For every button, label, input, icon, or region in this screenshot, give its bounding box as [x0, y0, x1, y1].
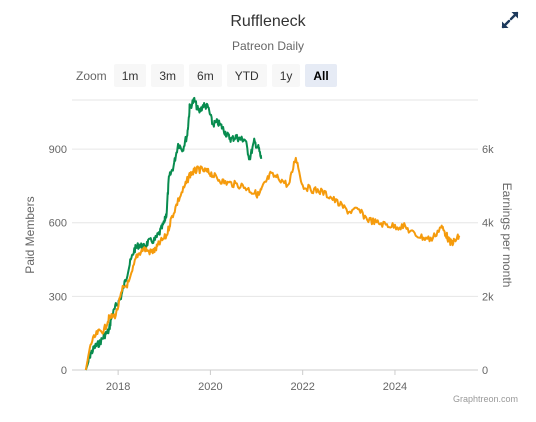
- grid-lines: [72, 99, 478, 375]
- zoom-button-6m[interactable]: 6m: [189, 64, 222, 87]
- y-axis-right-title: Earnings per month: [500, 183, 514, 288]
- chart-subtitle: Patreon Daily: [231, 39, 305, 53]
- axis-tick-labels: 0 300 600 900 0 2k 4k 6k 2018 2020 2022 2024: [49, 144, 494, 393]
- series-lines: [84, 96, 461, 371]
- x-tick-label: 2024: [383, 381, 407, 393]
- fullscreen-icon[interactable]: [500, 10, 520, 30]
- zoom-button-3m[interactable]: 3m: [151, 64, 185, 87]
- y-right-tick-label: 0: [482, 365, 488, 377]
- zoom-label: Zoom: [76, 68, 107, 83]
- chart-title: Ruffleneck: [230, 13, 306, 30]
- zoom-button-1m[interactable]: 1m: [113, 64, 147, 87]
- zoom-button-1y[interactable]: 1y: [271, 64, 301, 87]
- x-tick-label: 2020: [198, 381, 222, 393]
- y-left-tick-label: 600: [49, 218, 67, 230]
- y-right-tick-label: 2k: [482, 291, 494, 303]
- y-right-tick-label: 4k: [482, 218, 494, 230]
- zoom-button-all[interactable]: All: [305, 64, 337, 87]
- x-tick-label: 2022: [290, 381, 314, 393]
- earnings-line: [84, 156, 461, 371]
- zoom-bar: Zoom 1m 3m 6m YTD 1y All: [76, 64, 342, 87]
- paid-members-line: [84, 96, 263, 371]
- y-axis-left-title: Paid Members: [23, 196, 37, 273]
- y-right-tick-label: 6k: [482, 144, 494, 156]
- y-left-tick-label: 900: [49, 144, 67, 156]
- credits-link[interactable]: Graphtreon.com: [452, 394, 518, 404]
- y-left-tick-label: 0: [61, 365, 67, 377]
- x-tick-label: 2018: [106, 381, 130, 393]
- zoom-button-ytd[interactable]: YTD: [226, 64, 267, 87]
- y-left-tick-label: 300: [49, 291, 67, 303]
